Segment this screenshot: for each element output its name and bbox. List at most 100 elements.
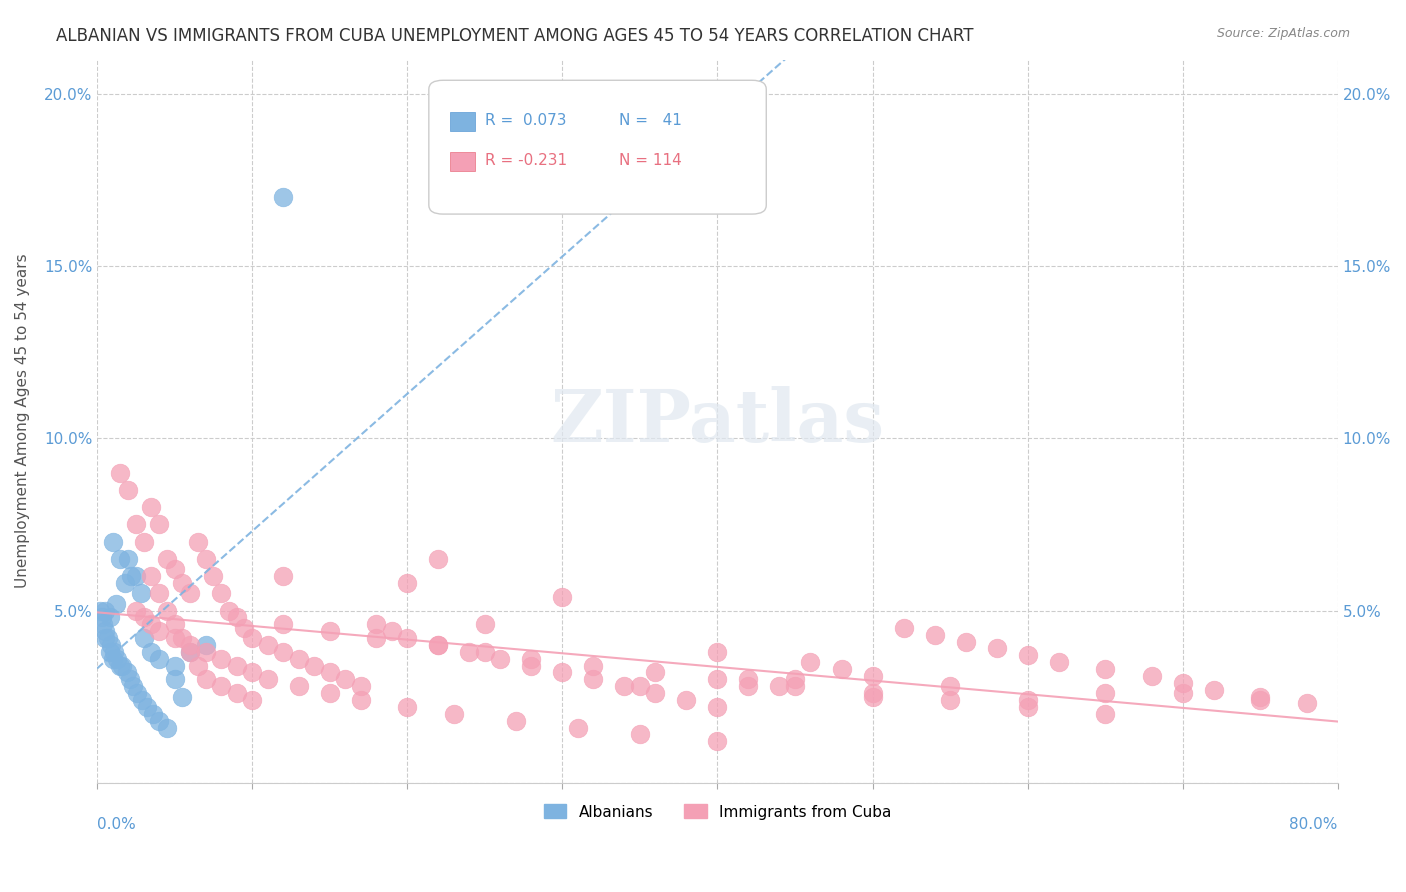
Point — [706, 645, 728, 659]
Point — [163, 673, 186, 687]
Point — [520, 651, 543, 665]
Point — [118, 673, 141, 687]
Point — [131, 693, 153, 707]
Point — [256, 673, 278, 687]
Point — [458, 645, 481, 659]
Point — [172, 690, 194, 704]
Point — [225, 658, 247, 673]
Point — [381, 624, 404, 639]
Point — [91, 617, 114, 632]
Point — [163, 631, 186, 645]
Point — [202, 569, 225, 583]
Point — [120, 569, 142, 583]
Text: R =  0.073: R = 0.073 — [485, 113, 567, 128]
Point — [443, 706, 465, 721]
Point — [141, 500, 163, 515]
Point — [101, 651, 124, 665]
Point — [163, 617, 186, 632]
Point — [350, 693, 373, 707]
Point — [218, 603, 240, 617]
Point — [163, 658, 186, 673]
Point — [644, 686, 666, 700]
Point — [474, 617, 496, 632]
Point — [89, 603, 111, 617]
Text: N = 114: N = 114 — [619, 153, 682, 168]
Point — [129, 586, 152, 600]
Point — [628, 727, 651, 741]
Point — [117, 552, 139, 566]
Point — [142, 706, 165, 721]
Point — [799, 655, 821, 669]
Point — [924, 627, 946, 641]
Point — [100, 638, 122, 652]
Point — [427, 638, 450, 652]
Point — [644, 665, 666, 680]
Point — [209, 651, 232, 665]
Point — [156, 552, 179, 566]
Point — [613, 679, 636, 693]
Point — [271, 190, 294, 204]
Point — [135, 700, 157, 714]
Point — [240, 631, 263, 645]
Point — [396, 631, 419, 645]
Point — [737, 673, 759, 687]
Text: R = -0.231: R = -0.231 — [485, 153, 567, 168]
Point — [240, 665, 263, 680]
Point — [1017, 700, 1039, 714]
Text: ZIPatlas: ZIPatlas — [550, 385, 884, 457]
Point — [225, 610, 247, 624]
Point — [179, 645, 201, 659]
Point — [287, 679, 309, 693]
Point — [141, 645, 163, 659]
Point — [271, 645, 294, 659]
Point — [101, 534, 124, 549]
Point — [1249, 690, 1271, 704]
Point — [319, 624, 342, 639]
Text: Source: ZipAtlas.com: Source: ZipAtlas.com — [1216, 27, 1350, 40]
Point — [194, 552, 217, 566]
Point — [939, 693, 962, 707]
Point — [319, 665, 342, 680]
Point — [121, 679, 143, 693]
Point — [287, 651, 309, 665]
Point — [1047, 655, 1070, 669]
Point — [105, 651, 128, 665]
Point — [1140, 669, 1163, 683]
Point — [396, 576, 419, 591]
Point — [706, 734, 728, 748]
Point — [141, 569, 163, 583]
Text: N =   41: N = 41 — [619, 113, 682, 128]
Point — [1017, 693, 1039, 707]
Point — [551, 665, 574, 680]
Point — [366, 631, 388, 645]
Point — [893, 621, 915, 635]
Point — [256, 638, 278, 652]
Point — [1094, 706, 1116, 721]
Point — [862, 686, 884, 700]
Point — [955, 634, 977, 648]
Text: ALBANIAN VS IMMIGRANTS FROM CUBA UNEMPLOYMENT AMONG AGES 45 TO 54 YEARS CORRELAT: ALBANIAN VS IMMIGRANTS FROM CUBA UNEMPLO… — [56, 27, 974, 45]
Point — [179, 586, 201, 600]
Point — [706, 673, 728, 687]
Text: 0.0%: 0.0% — [97, 817, 136, 832]
Point — [489, 651, 512, 665]
Point — [1017, 648, 1039, 663]
Point — [187, 534, 209, 549]
Point — [1094, 686, 1116, 700]
Point — [194, 638, 217, 652]
Point — [706, 700, 728, 714]
Point — [114, 576, 136, 591]
Point — [179, 638, 201, 652]
Point — [675, 693, 697, 707]
Point — [1249, 693, 1271, 707]
Point — [582, 658, 605, 673]
Point — [148, 651, 170, 665]
Point — [862, 690, 884, 704]
Point — [551, 590, 574, 604]
Point — [132, 534, 155, 549]
Point — [427, 638, 450, 652]
Point — [505, 714, 527, 728]
Point — [125, 517, 148, 532]
Point — [350, 679, 373, 693]
Point — [335, 673, 357, 687]
